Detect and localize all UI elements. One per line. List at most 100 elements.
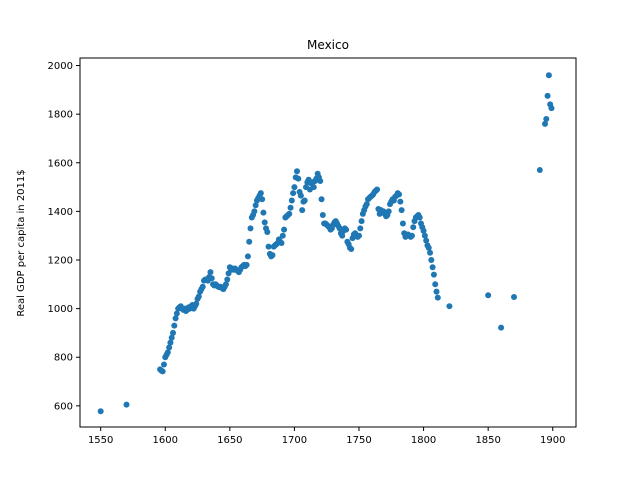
data-point bbox=[301, 197, 308, 204]
data-point bbox=[291, 184, 298, 191]
data-point bbox=[317, 178, 324, 184]
data-points bbox=[97, 72, 555, 415]
data-point bbox=[261, 219, 268, 226]
x-tick-label: 1800 bbox=[411, 435, 436, 446]
data-point bbox=[408, 232, 415, 239]
x-tick-label: 1650 bbox=[217, 435, 242, 446]
x-tick-label: 1700 bbox=[282, 435, 307, 446]
data-point bbox=[548, 105, 555, 112]
data-point bbox=[434, 294, 441, 301]
y-tick-label: 800 bbox=[54, 353, 73, 364]
y-axis-ticks: 600 800 1000 1200 1400 1600 1800 2000 bbox=[48, 61, 80, 412]
y-axis-label: Real GDP per capita in 2011$ bbox=[16, 169, 27, 316]
data-point bbox=[295, 175, 302, 182]
data-point bbox=[299, 207, 306, 214]
data-point bbox=[243, 261, 250, 268]
plot-frame bbox=[79, 57, 577, 428]
data-point bbox=[244, 253, 251, 260]
data-point bbox=[246, 238, 253, 245]
data-point bbox=[429, 264, 436, 271]
y-tick-label: 1400 bbox=[48, 207, 73, 218]
data-point bbox=[193, 300, 200, 307]
data-point bbox=[420, 227, 427, 234]
data-point bbox=[259, 196, 266, 203]
data-point bbox=[319, 212, 326, 219]
data-point bbox=[222, 281, 229, 288]
data-point bbox=[167, 339, 174, 346]
data-point bbox=[348, 246, 355, 253]
y-tick-label: 2000 bbox=[48, 61, 73, 72]
data-point bbox=[164, 349, 171, 356]
data-point bbox=[396, 191, 403, 198]
data-point bbox=[173, 310, 180, 317]
y-tick-label: 1200 bbox=[48, 256, 73, 267]
data-point bbox=[170, 329, 176, 336]
data-point bbox=[208, 275, 215, 282]
data-point bbox=[265, 243, 272, 250]
data-point bbox=[252, 202, 259, 209]
x-axis-ticks: 1550 1600 1650 1700 1750 1800 1850 1900 bbox=[88, 427, 565, 446]
data-point bbox=[318, 196, 325, 203]
data-point bbox=[428, 257, 435, 263]
data-point bbox=[536, 167, 543, 174]
data-point bbox=[278, 239, 285, 246]
data-point bbox=[385, 208, 392, 215]
data-point bbox=[97, 408, 104, 415]
data-point bbox=[498, 324, 505, 331]
data-point bbox=[287, 204, 294, 211]
data-point bbox=[294, 168, 300, 175]
data-point bbox=[269, 252, 276, 259]
data-point bbox=[421, 232, 428, 239]
data-point bbox=[397, 198, 404, 205]
data-point bbox=[168, 334, 175, 341]
y-tick-label: 1800 bbox=[48, 110, 73, 121]
data-point bbox=[416, 214, 423, 221]
data-point bbox=[399, 220, 406, 227]
data-point bbox=[545, 72, 552, 79]
data-point bbox=[260, 209, 267, 216]
x-tick-label: 1850 bbox=[475, 435, 500, 446]
data-point bbox=[297, 192, 304, 199]
data-point bbox=[433, 288, 440, 295]
data-point bbox=[290, 190, 297, 197]
data-point bbox=[357, 225, 364, 232]
data-point bbox=[264, 229, 271, 236]
data-point bbox=[485, 292, 492, 299]
data-point bbox=[123, 401, 130, 408]
data-point bbox=[279, 232, 286, 239]
data-point bbox=[410, 224, 417, 231]
data-point bbox=[199, 283, 206, 290]
chart-title: Mexico bbox=[307, 38, 349, 52]
data-point bbox=[511, 293, 517, 300]
data-point bbox=[286, 210, 293, 217]
x-tick-label: 1900 bbox=[540, 435, 565, 446]
x-tick-label: 1750 bbox=[346, 435, 371, 446]
data-point bbox=[207, 269, 214, 276]
data-point bbox=[339, 232, 346, 239]
data-point bbox=[172, 315, 179, 322]
data-point bbox=[358, 218, 365, 225]
x-tick-label: 1550 bbox=[88, 435, 113, 446]
data-point bbox=[430, 271, 437, 278]
data-point bbox=[423, 237, 430, 244]
data-point bbox=[288, 197, 295, 204]
data-point bbox=[171, 322, 178, 329]
data-point bbox=[427, 249, 434, 256]
data-point bbox=[544, 92, 551, 99]
data-point bbox=[446, 303, 453, 310]
data-point bbox=[425, 244, 432, 251]
data-point bbox=[247, 225, 254, 232]
data-point bbox=[543, 116, 550, 123]
data-point bbox=[374, 186, 381, 193]
y-tick-label: 1000 bbox=[48, 304, 73, 315]
data-point bbox=[310, 184, 317, 191]
data-point bbox=[542, 120, 548, 127]
data-point bbox=[343, 226, 350, 233]
data-point bbox=[432, 281, 439, 288]
data-point bbox=[224, 276, 231, 283]
x-tick-label: 1600 bbox=[153, 435, 178, 446]
data-point bbox=[363, 201, 370, 208]
data-point bbox=[281, 226, 288, 233]
data-point bbox=[166, 344, 173, 351]
